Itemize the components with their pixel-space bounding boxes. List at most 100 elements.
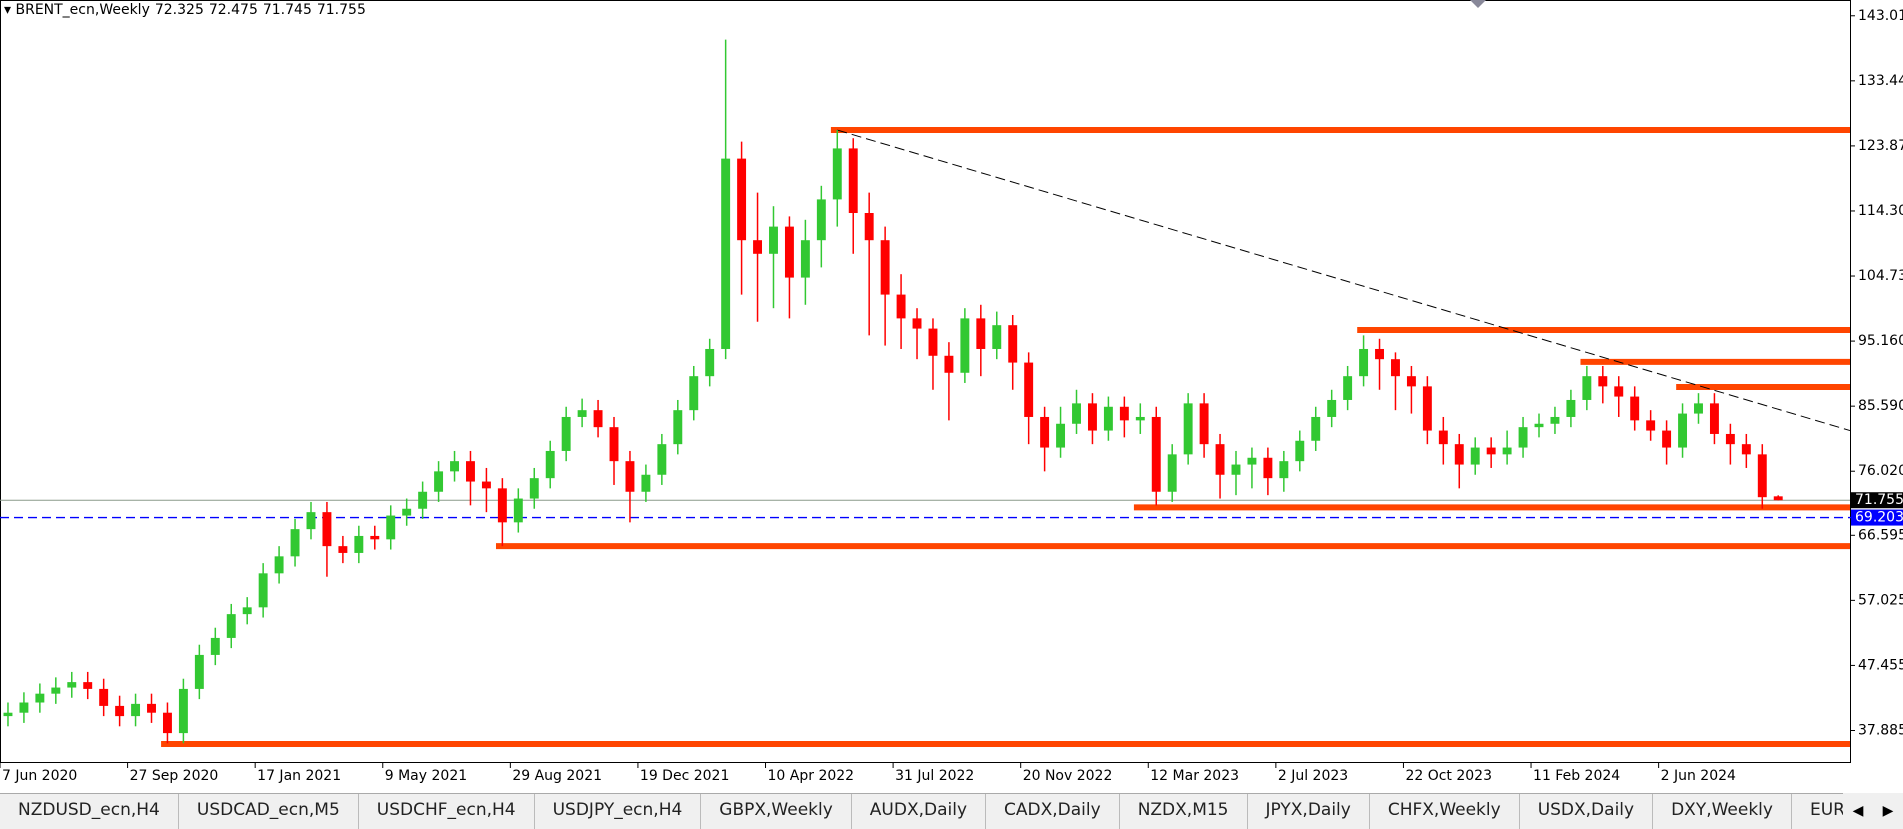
candle-body <box>880 240 890 295</box>
candle-body <box>641 474 651 492</box>
y-tick-label: 123.870 <box>1858 138 1903 154</box>
candle-body <box>896 294 906 319</box>
candle-body <box>1056 423 1066 448</box>
candle-body <box>1438 430 1448 445</box>
candle-body <box>466 461 475 482</box>
tab-bar: NZDUSD_ecn,H4 USDCAD_ecn,M5 USDCHF_ecn,H4 U… <box>0 793 1903 829</box>
tab-scroll[interactable]: ◀ ▶ <box>1843 793 1903 828</box>
tab[interactable]: USDCHF_ecn,H4 <box>359 794 535 829</box>
tab[interactable]: NZDX,M15 <box>1120 794 1248 829</box>
candle-body <box>1040 416 1050 448</box>
candle-body <box>1072 403 1081 424</box>
candle-body <box>306 512 316 530</box>
candle-body <box>1103 406 1113 431</box>
candle-body <box>1008 325 1018 363</box>
tab[interactable]: AUDX,Daily <box>852 794 987 829</box>
tab[interactable]: USDCAD_ecn,M5 <box>179 794 359 829</box>
candle-body <box>1375 348 1384 360</box>
candle-body <box>258 573 268 608</box>
candle-body <box>1391 359 1400 377</box>
candle-body <box>1694 403 1703 414</box>
low: 71.745 <box>262 2 312 18</box>
candle-body <box>1087 403 1097 431</box>
symbol: BRENT_ecn,Weekly <box>15 2 150 18</box>
candle-body <box>1311 416 1321 441</box>
candle-body <box>577 410 587 417</box>
tab[interactable]: NZDUSD_ecn,H4 <box>0 794 179 829</box>
candle-body <box>1598 376 1608 387</box>
candle-body <box>1343 376 1353 400</box>
candle-body <box>3 712 13 717</box>
candle-body <box>1327 399 1337 417</box>
candle-body <box>784 226 794 278</box>
candle-body <box>1167 454 1177 492</box>
bid-label: 71.755 <box>1855 492 1903 508</box>
x-tick-label: 19 Dec 2021 <box>640 768 729 784</box>
candle-body <box>1422 386 1432 431</box>
candle-body <box>545 450 555 479</box>
candle-body <box>354 535 364 553</box>
y-tick-label: 114.300 <box>1858 203 1903 219</box>
chart: 143.010 133.440 123.870 114.300 104.730 95.16… <box>0 0 1903 784</box>
candle-body <box>131 703 141 717</box>
candle-body <box>513 498 523 523</box>
y-tick-label: 133.440 <box>1858 73 1903 89</box>
tab[interactable]: CHFX,Weekly <box>1370 794 1520 829</box>
candle-body <box>1566 399 1576 417</box>
y-tick-label: 66.595 <box>1858 527 1903 543</box>
y-tick-label: 76.020 <box>1858 463 1903 479</box>
candle-body <box>274 556 284 574</box>
candle-body <box>497 488 507 523</box>
candle-body <box>960 318 970 373</box>
scroll-right[interactable]: ▶ <box>1882 802 1894 819</box>
candle-body <box>1662 430 1672 448</box>
tab[interactable]: USDJPY_ecn,H4 <box>535 794 702 829</box>
candle-body <box>1151 416 1161 492</box>
candle-body <box>1646 420 1656 431</box>
y-tick-label: 143.010 <box>1858 8 1903 24</box>
candle-body <box>1359 348 1369 377</box>
candle-body <box>434 471 444 492</box>
alert-tag <box>1851 509 1903 526</box>
tab[interactable]: USDX,Daily <box>1520 794 1654 829</box>
candle-body <box>593 410 603 428</box>
tab[interactable]: JPYX,Daily <box>1248 794 1370 829</box>
y-tick-label: 47.455 <box>1858 657 1903 673</box>
candle-body <box>1741 444 1751 455</box>
x-tick-label: 10 Apr 2022 <box>768 768 855 784</box>
candle-body <box>99 688 109 706</box>
candle-body <box>1773 496 1783 501</box>
tab[interactable]: CADX,Daily <box>986 794 1120 829</box>
tab[interactable]: DXY,Weekly <box>1653 794 1792 829</box>
candle-body <box>1534 423 1544 428</box>
y-tick-label: 104.730 <box>1858 268 1903 284</box>
chart-header: ▾ BRENT_ecn,Weekly 72.325 72.475 71.745 71.7… <box>4 2 366 18</box>
trendline <box>837 129 1851 432</box>
candle-body <box>992 325 1002 349</box>
y-tick-label: 85.590 <box>1858 398 1903 414</box>
candle-body <box>178 688 188 734</box>
x-tick-label: 27 Sep 2020 <box>130 768 219 784</box>
candle-body <box>1678 413 1688 448</box>
scroll-left[interactable]: ◀ <box>1852 802 1864 819</box>
candle-body <box>1247 457 1257 465</box>
candle-body <box>753 240 763 254</box>
tab[interactable]: GBPX,Weekly <box>701 794 852 829</box>
candle-body <box>625 461 635 492</box>
candle-body <box>848 148 858 214</box>
candle-body <box>35 693 45 703</box>
x-tick-label: 20 Nov 2022 <box>1023 768 1113 784</box>
candle-body <box>1263 457 1273 479</box>
candle-body <box>1024 362 1034 417</box>
y-tick-label: 57.025 <box>1858 592 1903 608</box>
candle-body <box>561 416 571 451</box>
candle-body <box>226 614 236 638</box>
candle-body <box>51 687 61 694</box>
close: 71.755 <box>316 2 366 18</box>
candle-body <box>1279 461 1289 479</box>
candle-body <box>194 654 204 689</box>
candle-body <box>338 546 348 553</box>
candle-body <box>242 607 252 615</box>
candle-body <box>1231 464 1241 475</box>
candle-body <box>115 705 125 717</box>
